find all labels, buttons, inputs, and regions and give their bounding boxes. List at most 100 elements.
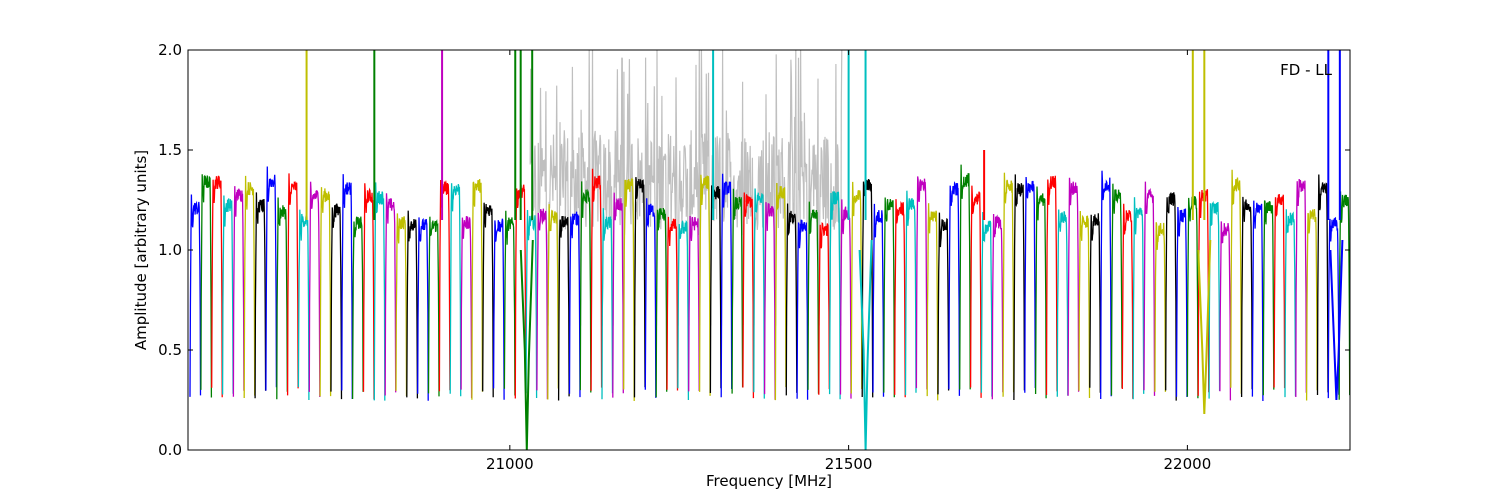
- band-series-line: [395, 213, 408, 397]
- band-series-line: [1327, 216, 1340, 399]
- band-series-line: [449, 183, 462, 397]
- band-series-line: [904, 190, 917, 396]
- band-series-line: [427, 216, 440, 397]
- band-series-line: [1338, 191, 1350, 400]
- band-series-line: [774, 182, 787, 401]
- band-series-line: [612, 192, 624, 398]
- band-series-line: [1240, 196, 1253, 398]
- band-series-line: [1024, 176, 1036, 393]
- band-series-line: [243, 175, 256, 399]
- band-series-line: [308, 181, 321, 398]
- band-series-line: [297, 209, 310, 401]
- band-series-line: [200, 174, 213, 398]
- y-tick-label: 1.0: [158, 241, 182, 259]
- deep-dip: [519, 239, 534, 450]
- band-series-line: [351, 216, 364, 400]
- band-series-line: [969, 185, 982, 398]
- band-series-line: [1067, 177, 1080, 396]
- band-series-line: [417, 217, 429, 401]
- band-series-line: [861, 178, 874, 398]
- band-series-line: [1143, 181, 1156, 396]
- band-series-line: [894, 199, 906, 398]
- band-series-line: [1089, 213, 1101, 393]
- band-series-line: [948, 181, 961, 396]
- band-series-line: [763, 202, 776, 400]
- band-series-line: [677, 219, 690, 401]
- band-series-line: [1316, 174, 1329, 396]
- band-series-line: [655, 207, 668, 398]
- band-series-line: [1165, 192, 1177, 401]
- band-series-line: [1013, 174, 1026, 401]
- deep-dip: [858, 239, 873, 450]
- y-tick-label: 0.5: [158, 341, 182, 359]
- band-series-line: [1132, 197, 1145, 400]
- band-series-line: [482, 202, 494, 398]
- spectra-layer: [189, 50, 1350, 450]
- band-series-line: [265, 166, 278, 391]
- band-series-line: [1154, 222, 1167, 392]
- band-series-line: [720, 173, 733, 398]
- band-series-line: [1230, 169, 1242, 394]
- band-series-line: [1219, 221, 1232, 401]
- y-axis-label: Amplitude [arbitrary units]: [132, 150, 150, 350]
- band-series-line: [1273, 193, 1286, 389]
- band-series-line: [547, 204, 559, 400]
- x-tick-label: 21500: [825, 455, 873, 473]
- band-series-line: [1002, 172, 1015, 397]
- y-tick-label: 1.5: [158, 141, 182, 159]
- band-series-line: [818, 222, 830, 395]
- band-series-line: [980, 211, 993, 397]
- band-series-line: [319, 187, 332, 397]
- band-series-line: [460, 216, 473, 399]
- band-series-line: [1208, 200, 1221, 399]
- band-series-line: [341, 174, 353, 400]
- band-series-line: [1034, 186, 1047, 399]
- x-tick-label: 22000: [1164, 455, 1212, 473]
- band-series-line: [330, 203, 343, 400]
- band-series-line: [579, 181, 592, 393]
- band-series-line: [753, 188, 765, 399]
- band-series-line: [1121, 203, 1134, 399]
- band-series-line: [633, 177, 646, 398]
- band-series-line: [189, 194, 202, 397]
- band-series-line: [1056, 209, 1069, 397]
- band-series-line: [1251, 200, 1264, 402]
- band-series-line: [254, 192, 267, 399]
- band-series-line: [1045, 175, 1058, 396]
- band-series-line: [1078, 210, 1091, 399]
- band-series-line: [601, 208, 614, 400]
- band-series-line: [915, 176, 928, 390]
- y-tick-label: 0.0: [158, 441, 182, 459]
- band-series-line: [688, 215, 700, 392]
- band-series-line: [796, 219, 809, 400]
- band-series-line: [568, 211, 581, 398]
- band-series-line: [1110, 183, 1123, 396]
- band-series-line: [1295, 178, 1307, 398]
- band-series-line: [623, 177, 635, 402]
- band-series-line: [937, 212, 950, 395]
- band-series-line: [742, 192, 755, 399]
- axis-ticks: 21000 21500 22000 0.0 0.5 1.0 1.5 2.0: [158, 41, 1350, 473]
- band-series-line: [1284, 209, 1297, 398]
- deep-dip: [1197, 239, 1212, 415]
- band-series-line: [644, 198, 657, 398]
- band-series-line: [785, 203, 798, 396]
- band-series-line: [872, 203, 885, 397]
- band-series-line: [666, 216, 679, 391]
- band-series-line: [221, 195, 234, 395]
- band-series-line: [492, 218, 505, 400]
- band-series-line: [1305, 209, 1318, 401]
- band-series-line: [276, 197, 288, 400]
- band-series-line: [362, 183, 375, 400]
- band-series-line: [883, 197, 895, 398]
- band-series-line: [557, 215, 570, 401]
- band-series-line: [590, 168, 603, 391]
- band-series-line: [373, 182, 386, 401]
- band-series-line: [406, 210, 419, 399]
- band-series-line: [286, 173, 299, 396]
- band-series-line: [1175, 206, 1188, 398]
- band-series-line: [991, 213, 1004, 400]
- band-series-line: [211, 175, 223, 398]
